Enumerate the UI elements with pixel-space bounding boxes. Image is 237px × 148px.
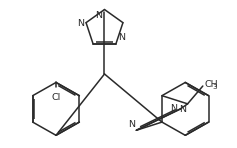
Text: N: N — [179, 105, 187, 114]
Text: N: N — [170, 104, 177, 113]
Text: N: N — [95, 11, 102, 20]
Text: N: N — [128, 120, 135, 129]
Text: N: N — [77, 19, 84, 28]
Text: Cl: Cl — [51, 93, 61, 102]
Text: CH: CH — [205, 81, 219, 89]
Text: N: N — [118, 33, 125, 42]
Text: 3: 3 — [212, 84, 217, 90]
